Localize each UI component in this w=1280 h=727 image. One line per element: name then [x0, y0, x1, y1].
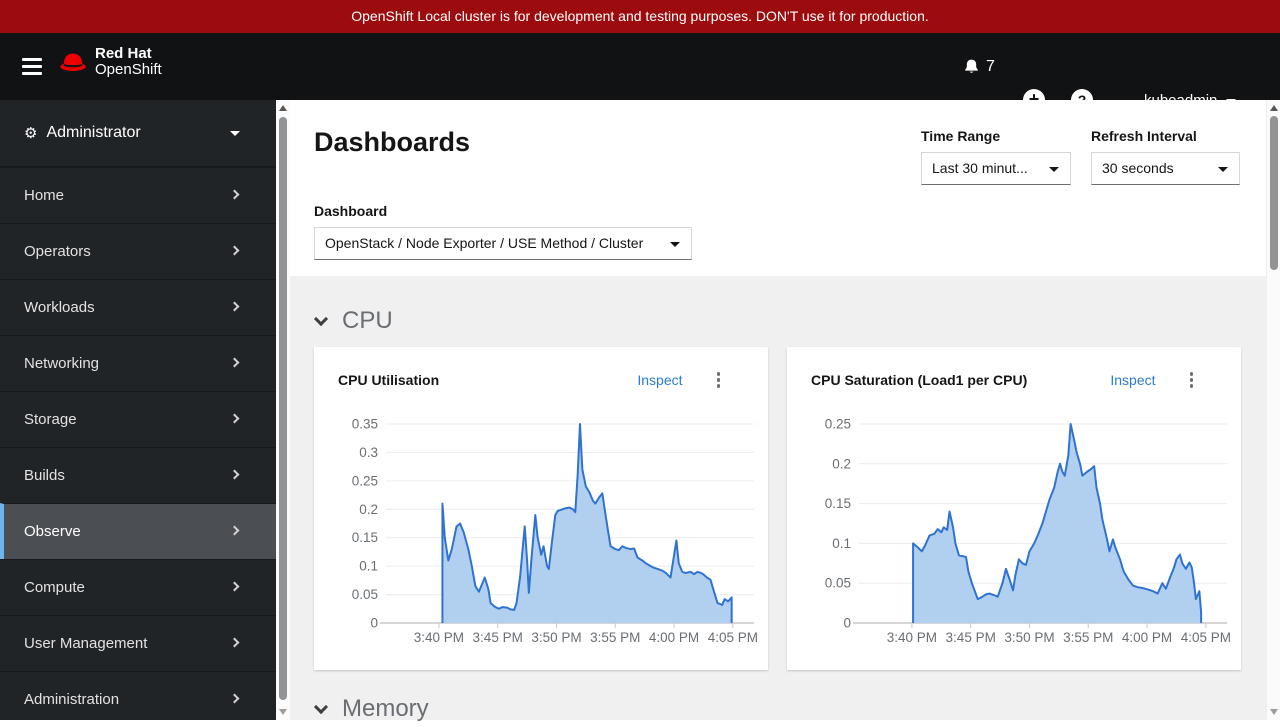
chevron-right-icon: [229, 693, 240, 703]
sidebar-item-user-management[interactable]: User Management: [0, 615, 276, 671]
svg-text:0.1: 0.1: [359, 559, 378, 574]
svg-text:0.2: 0.2: [832, 456, 851, 471]
caret-down-icon: [1049, 167, 1059, 172]
logo-line2: OpenShift: [95, 61, 162, 78]
masthead: Red Hat OpenShift 7 + ? kubeadmin: [0, 33, 1280, 111]
section-toggle-cpu[interactable]: CPU: [313, 307, 393, 335]
cluster-warning-banner: OpenShift Local cluster is for developme…: [0, 0, 1280, 33]
svg-text:0.15: 0.15: [352, 530, 378, 545]
sidebar-item-workloads[interactable]: Workloads: [0, 279, 276, 335]
dashboard-body: CPU CPU Utilisation Inspect 0 0.05 0.1 0.15…: [290, 276, 1266, 723]
svg-text:3:40 PM: 3:40 PM: [887, 630, 937, 645]
svg-text:0.15: 0.15: [825, 496, 851, 511]
caret-down-icon: [230, 130, 240, 136]
chevron-right-icon: [229, 637, 240, 647]
svg-text:0: 0: [370, 616, 378, 631]
sidebar-item-operators[interactable]: Operators: [0, 223, 276, 279]
svg-text:3:50 PM: 3:50 PM: [531, 630, 581, 645]
section-title-cpu: CPU: [342, 307, 393, 334]
card-title: CPU Saturation (Load1 per CPU): [811, 372, 1028, 388]
scroll-down-arrow-icon[interactable]: [279, 709, 287, 715]
dashboard-label: Dashboard: [314, 203, 388, 219]
svg-text:3:55 PM: 3:55 PM: [590, 630, 640, 645]
sidebar-item-home[interactable]: Home: [0, 167, 276, 223]
chevron-right-icon: [229, 413, 240, 423]
kebab-menu-icon[interactable]: [713, 370, 725, 392]
svg-text:0.35: 0.35: [352, 417, 378, 432]
perspective-label: Administrator: [46, 124, 141, 141]
chevron-right-icon: [229, 525, 240, 535]
perspective-switcher[interactable]: ⚙ Administrator: [0, 100, 276, 167]
svg-text:0.05: 0.05: [352, 587, 378, 602]
svg-text:3:55 PM: 3:55 PM: [1063, 630, 1113, 645]
sidebar-item-administration[interactable]: Administration: [0, 671, 276, 727]
cogs-icon: ⚙: [24, 125, 38, 142]
chevron-right-icon: [229, 469, 240, 479]
main-content: Dashboards Time Range Last 30 minut... R…: [290, 100, 1266, 723]
inspect-link[interactable]: Inspect: [637, 372, 683, 388]
sidebar-nav: ⚙ Administrator Home Operators Workloads…: [0, 100, 276, 720]
cpu-saturation-chart[interactable]: 0 0.05 0.1 0.15 0.2 0.25 3:40 PM 3:45 PM 3:50 PM…: [806, 409, 1230, 649]
svg-text:3:40 PM: 3:40 PM: [414, 630, 464, 645]
svg-text:0.1: 0.1: [832, 536, 851, 551]
page-title: Dashboards: [314, 127, 471, 157]
chevron-right-icon: [229, 245, 240, 255]
svg-text:3:45 PM: 3:45 PM: [946, 630, 996, 645]
chevron-right-icon: [229, 357, 240, 367]
svg-text:0.25: 0.25: [352, 473, 378, 488]
svg-text:3:50 PM: 3:50 PM: [1004, 630, 1054, 645]
kebab-menu-icon[interactable]: [1186, 370, 1198, 392]
scroll-up-arrow-icon[interactable]: [1270, 105, 1278, 111]
sidebar-item-storage[interactable]: Storage: [0, 391, 276, 447]
sidebar-item-compute[interactable]: Compute: [0, 559, 276, 615]
notifications-button[interactable]: 7: [963, 58, 995, 76]
scrollbar-thumb[interactable]: [1270, 116, 1278, 270]
dashboard-select[interactable]: OpenStack / Node Exporter / USE Method /…: [314, 227, 692, 260]
sidebar-item-networking[interactable]: Networking: [0, 335, 276, 391]
card-cpu-saturation: CPU Saturation (Load1 per CPU) Inspect 0…: [787, 347, 1241, 670]
caret-down-icon: [670, 242, 680, 247]
section-title-memory: Memory: [342, 695, 429, 722]
scroll-down-arrow-icon[interactable]: [1270, 709, 1278, 715]
refresh-interval-label: Refresh Interval: [1091, 128, 1197, 144]
red-hat-fedora-icon: [60, 53, 86, 71]
svg-text:0.05: 0.05: [825, 576, 851, 591]
card-cpu-utilisation: CPU Utilisation Inspect 0 0.05 0.1 0.15 0.2 0…: [314, 347, 768, 670]
chevron-right-icon: [229, 581, 240, 591]
section-toggle-memory[interactable]: Memory: [313, 695, 429, 723]
cpu-utilisation-chart[interactable]: 0 0.05 0.1 0.15 0.2 0.25 0.3 0.35 3:40 PM 3:45 PM…: [333, 409, 757, 649]
svg-text:4:05 PM: 4:05 PM: [708, 630, 757, 645]
scrollbar-thumb[interactable]: [279, 117, 287, 700]
logo-line1: Red Hat: [95, 45, 152, 62]
time-range-label: Time Range: [921, 128, 1001, 144]
sidebar-item-observe[interactable]: Observe: [0, 503, 276, 559]
svg-text:4:05 PM: 4:05 PM: [1181, 630, 1230, 645]
sidebar-item-builds[interactable]: Builds: [0, 447, 276, 503]
svg-text:4:00 PM: 4:00 PM: [649, 630, 699, 645]
chevron-right-icon: [229, 189, 240, 199]
scrollbar-main[interactable]: [1266, 100, 1280, 720]
time-range-select[interactable]: Last 30 minut...: [921, 152, 1071, 185]
caret-down-icon: [1218, 167, 1228, 172]
svg-text:3:45 PM: 3:45 PM: [473, 630, 523, 645]
hamburger-menu-icon[interactable]: [20, 54, 48, 80]
svg-text:0.2: 0.2: [359, 502, 378, 517]
bell-icon: [965, 59, 978, 73]
svg-text:4:00 PM: 4:00 PM: [1122, 630, 1172, 645]
svg-text:0.3: 0.3: [359, 445, 378, 460]
notification-count: 7: [986, 58, 995, 75]
svg-text:0: 0: [843, 616, 851, 631]
card-title: CPU Utilisation: [338, 372, 440, 388]
page-header: Dashboards Time Range Last 30 minut... R…: [290, 100, 1266, 276]
scroll-up-arrow-icon[interactable]: [279, 105, 287, 111]
svg-text:0.25: 0.25: [825, 417, 851, 432]
chevron-down-icon: [313, 699, 329, 715]
chevron-down-icon: [313, 311, 329, 327]
refresh-interval-select[interactable]: 30 seconds: [1091, 152, 1240, 185]
inspect-link[interactable]: Inspect: [1110, 372, 1156, 388]
scrollbar-inner[interactable]: [276, 100, 290, 720]
chevron-right-icon: [229, 301, 240, 311]
redhat-openshift-logo[interactable]: Red Hat OpenShift: [58, 46, 162, 78]
